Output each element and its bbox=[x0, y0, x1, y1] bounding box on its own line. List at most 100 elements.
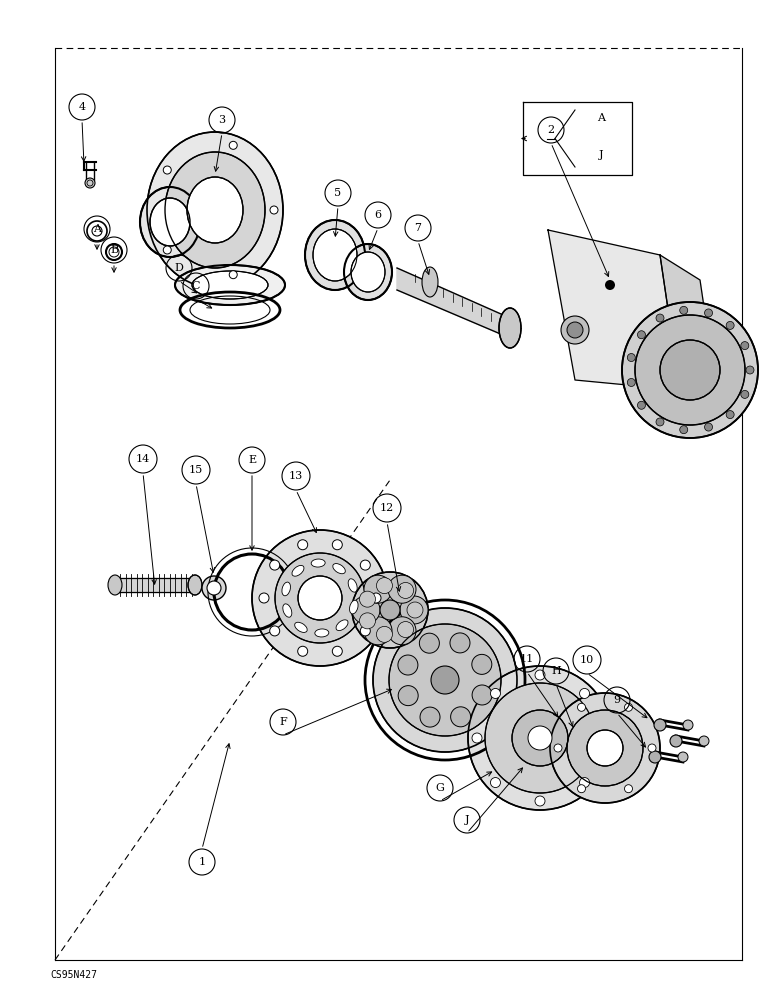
Circle shape bbox=[364, 575, 392, 603]
Polygon shape bbox=[397, 268, 510, 338]
Circle shape bbox=[490, 688, 500, 698]
Text: B: B bbox=[110, 245, 118, 255]
Circle shape bbox=[398, 655, 418, 675]
Text: 3: 3 bbox=[218, 115, 225, 125]
Circle shape bbox=[360, 591, 375, 607]
Ellipse shape bbox=[140, 187, 200, 257]
Ellipse shape bbox=[336, 620, 348, 631]
Ellipse shape bbox=[305, 220, 365, 290]
Circle shape bbox=[580, 778, 590, 788]
Circle shape bbox=[678, 752, 688, 762]
Text: 1: 1 bbox=[198, 857, 205, 867]
Circle shape bbox=[726, 411, 734, 419]
Ellipse shape bbox=[295, 622, 307, 632]
Text: J: J bbox=[599, 150, 603, 160]
Circle shape bbox=[398, 622, 414, 638]
Circle shape bbox=[275, 553, 365, 643]
Circle shape bbox=[512, 710, 568, 766]
Circle shape bbox=[398, 582, 414, 598]
Circle shape bbox=[741, 342, 749, 350]
Text: 9: 9 bbox=[614, 695, 621, 705]
Circle shape bbox=[269, 560, 279, 570]
Circle shape bbox=[270, 206, 278, 214]
Text: A: A bbox=[93, 224, 101, 234]
Text: E: E bbox=[248, 455, 256, 465]
Ellipse shape bbox=[192, 271, 268, 299]
Ellipse shape bbox=[147, 132, 283, 288]
Text: 2: 2 bbox=[547, 125, 554, 135]
Circle shape bbox=[207, 581, 221, 595]
Text: 14: 14 bbox=[136, 454, 150, 464]
Circle shape bbox=[550, 693, 660, 803]
Circle shape bbox=[528, 726, 552, 750]
Circle shape bbox=[420, 707, 440, 727]
Ellipse shape bbox=[188, 575, 202, 595]
Circle shape bbox=[561, 316, 589, 344]
Circle shape bbox=[648, 744, 656, 752]
Ellipse shape bbox=[660, 340, 720, 400]
Circle shape bbox=[628, 354, 635, 362]
Circle shape bbox=[298, 576, 342, 620]
Ellipse shape bbox=[499, 308, 521, 348]
Circle shape bbox=[472, 685, 492, 705]
Circle shape bbox=[649, 751, 661, 763]
Text: C: C bbox=[191, 281, 200, 291]
Ellipse shape bbox=[292, 565, 304, 576]
Circle shape bbox=[656, 314, 664, 322]
Ellipse shape bbox=[333, 564, 345, 574]
Circle shape bbox=[535, 670, 545, 680]
Circle shape bbox=[567, 322, 583, 338]
Circle shape bbox=[373, 608, 517, 752]
Polygon shape bbox=[115, 578, 195, 592]
Circle shape bbox=[679, 306, 688, 314]
Circle shape bbox=[490, 778, 500, 788]
Text: J: J bbox=[465, 815, 469, 825]
Circle shape bbox=[360, 613, 375, 629]
Circle shape bbox=[332, 540, 342, 550]
Circle shape bbox=[638, 331, 645, 339]
Circle shape bbox=[577, 703, 585, 711]
Circle shape bbox=[726, 321, 734, 329]
Circle shape bbox=[577, 785, 585, 793]
Circle shape bbox=[371, 593, 381, 603]
Text: 10: 10 bbox=[580, 655, 594, 665]
Ellipse shape bbox=[175, 265, 285, 305]
Circle shape bbox=[683, 720, 693, 730]
Text: F: F bbox=[279, 717, 287, 727]
Circle shape bbox=[554, 744, 562, 752]
Polygon shape bbox=[548, 230, 680, 390]
Circle shape bbox=[163, 166, 171, 174]
Circle shape bbox=[400, 596, 428, 624]
Circle shape bbox=[388, 617, 416, 645]
Ellipse shape bbox=[635, 315, 745, 425]
Text: 13: 13 bbox=[289, 471, 303, 481]
Circle shape bbox=[229, 141, 237, 149]
Circle shape bbox=[377, 578, 392, 594]
Circle shape bbox=[699, 736, 709, 746]
Circle shape bbox=[431, 666, 459, 694]
Circle shape bbox=[298, 540, 308, 550]
Circle shape bbox=[85, 178, 95, 188]
Ellipse shape bbox=[350, 600, 358, 614]
Ellipse shape bbox=[315, 629, 329, 637]
Circle shape bbox=[567, 710, 643, 786]
Circle shape bbox=[670, 735, 682, 747]
Circle shape bbox=[468, 666, 612, 810]
Circle shape bbox=[705, 423, 713, 431]
Ellipse shape bbox=[283, 604, 292, 617]
Circle shape bbox=[398, 686, 418, 706]
Circle shape bbox=[472, 733, 482, 743]
Circle shape bbox=[389, 624, 501, 736]
Circle shape bbox=[587, 730, 623, 766]
Circle shape bbox=[407, 602, 423, 618]
Circle shape bbox=[332, 646, 342, 656]
Ellipse shape bbox=[344, 244, 392, 300]
Circle shape bbox=[598, 733, 608, 743]
Circle shape bbox=[625, 785, 632, 793]
Circle shape bbox=[361, 560, 371, 570]
Circle shape bbox=[202, 576, 226, 600]
Circle shape bbox=[485, 683, 595, 793]
Text: 12: 12 bbox=[380, 503, 394, 513]
Text: G: G bbox=[435, 783, 445, 793]
Circle shape bbox=[705, 309, 713, 317]
